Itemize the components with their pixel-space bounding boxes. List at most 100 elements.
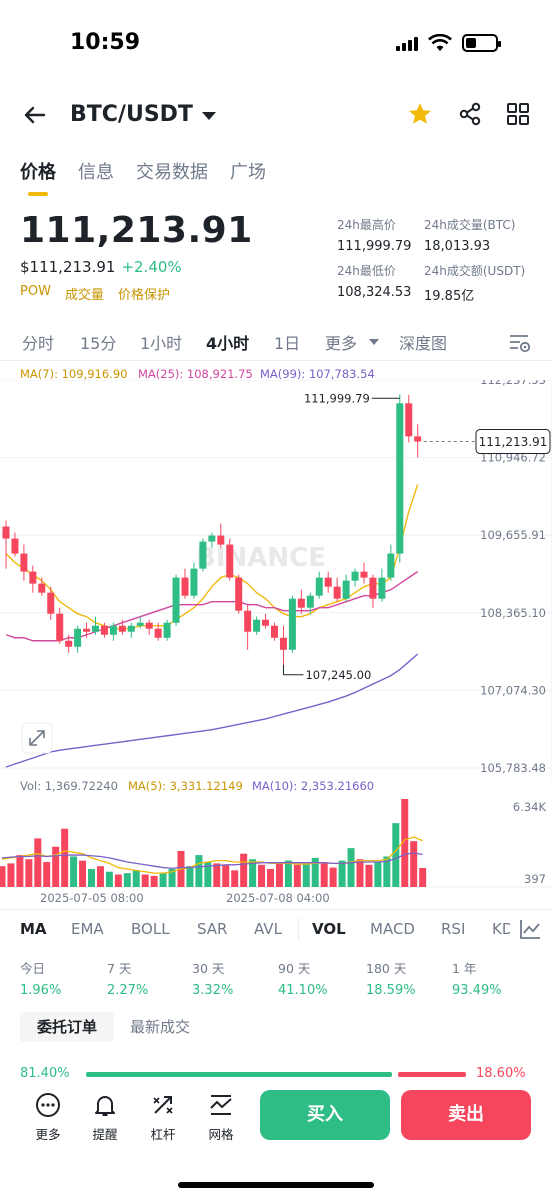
indicator-vol[interactable]: VOL: [312, 920, 346, 938]
interval-depth[interactable]: 深度图: [399, 334, 448, 353]
volume-bar: [70, 856, 78, 887]
tag-pow[interactable]: POW: [20, 284, 51, 299]
candle-body: [145, 622, 153, 629]
candle-body: [38, 583, 46, 593]
candle-body: [226, 544, 234, 578]
candle-body: [387, 553, 395, 578]
volume-bar: [16, 855, 24, 887]
share-icon[interactable]: [456, 100, 484, 128]
tab-latest-trades[interactable]: 最新成交: [130, 1018, 191, 1036]
candle-body: [297, 598, 305, 608]
volume-bar: [79, 860, 87, 887]
chart-settings-icon[interactable]: [508, 332, 532, 354]
candle-body: [172, 577, 180, 623]
indicator-ma[interactable]: MA: [20, 920, 47, 938]
volume-bar: [275, 862, 283, 887]
candlestick-chart[interactable]: BINANCE 112,237.53 110,946.72 109,655.91 108…: [0, 380, 552, 780]
indicator-boll[interactable]: BOLL: [131, 920, 170, 938]
divider: [0, 909, 552, 910]
stat-24h-volume-btc: 24h成交量(BTC) 18,013.93: [424, 216, 515, 254]
indicator-avl[interactable]: AVL: [254, 920, 282, 938]
candle-body: [2, 526, 10, 539]
indicator-kd[interactable]: KD: [492, 920, 510, 938]
volume-bar: [410, 841, 418, 887]
more-dots-icon: [36, 1093, 60, 1117]
interval-4h[interactable]: 4小时: [206, 334, 250, 353]
more-button[interactable]: 更多: [28, 1092, 68, 1143]
vol-ma10-line: [1, 852, 423, 869]
sell-button[interactable]: 卖出: [401, 1090, 531, 1140]
ma99-legend: MA(99): 107,783.54: [260, 367, 375, 381]
y-tick-label: 110,946.72: [480, 451, 546, 465]
more-caret-icon[interactable]: [369, 339, 379, 345]
ma7-legend: MA(7): 109,916.90: [20, 367, 128, 381]
pair-dropdown-icon[interactable]: [202, 112, 216, 120]
perf-label: 今日: [20, 961, 46, 976]
indicator-sar[interactable]: SAR: [197, 920, 228, 938]
grid-trading-button[interactable]: 网格: [201, 1092, 241, 1143]
leverage-icon: [153, 1096, 173, 1114]
alert-button[interactable]: 提醒: [85, 1092, 125, 1143]
perf-value: 93.49%: [452, 983, 502, 998]
candle-body: [342, 580, 350, 599]
volume-bar: [25, 859, 33, 887]
top-tabs: 价格 信息 交易数据 广场: [20, 158, 266, 196]
candle-body: [271, 625, 278, 638]
tag-price-protection[interactable]: 价格保护: [117, 288, 170, 303]
candle-body: [199, 541, 207, 569]
favorite-star-icon[interactable]: [406, 100, 434, 128]
volume-chart[interactable]: 6.34K 397 2025-07-05 08:00 2025-07-08 04:00: [0, 795, 552, 905]
perf-value: 18.59%: [366, 983, 416, 998]
grid-trading-icon: [210, 1095, 232, 1115]
volume-bar: [105, 871, 113, 887]
volume-bar: [195, 855, 203, 887]
tab-open-orders[interactable]: 委托订单: [20, 1012, 114, 1042]
vol-ma5-legend: MA(5): 3,331.12149: [128, 779, 243, 793]
interval-time-share[interactable]: 分时: [22, 334, 55, 353]
interval-1d[interactable]: 1日: [274, 334, 301, 353]
volume-bar: [401, 799, 409, 887]
candle-body: [83, 628, 91, 632]
tab-square[interactable]: 广场: [230, 162, 266, 183]
volume-bar: [204, 862, 212, 887]
buy-button[interactable]: 买入: [260, 1090, 390, 1140]
pair-header: BTC/USDT: [0, 92, 552, 142]
volume-bar: [114, 874, 122, 887]
tag-volume[interactable]: 成交量: [64, 288, 104, 303]
candle-body: [127, 625, 135, 632]
candle-body: [351, 571, 359, 581]
bottom-action-bar: 更多 提醒 杠杆 网格 买入 卖出: [0, 1086, 552, 1200]
divider: [0, 360, 552, 361]
interval-more[interactable]: 更多: [325, 334, 358, 353]
indicator-chart-icon[interactable]: [518, 918, 542, 940]
indicator-rsi[interactable]: RSI: [441, 920, 466, 938]
candle-body: [109, 625, 117, 635]
perf-value: 2.27%: [107, 983, 149, 998]
candle-body: [333, 586, 341, 599]
interval-1h[interactable]: 1小时: [140, 334, 183, 353]
tab-trading-data[interactable]: 交易数据: [136, 162, 208, 183]
tab-price[interactable]: 价格: [20, 158, 56, 196]
tab-info[interactable]: 信息: [78, 162, 114, 183]
volume-bar: [43, 862, 51, 887]
candle-body: [163, 622, 171, 638]
volume-bar: [61, 828, 69, 887]
change-percent: +2.40%: [121, 258, 182, 276]
volume-bar: [7, 863, 15, 887]
last-price: 111,213.91: [20, 210, 253, 251]
buy-ratio: 81.40%: [20, 1066, 70, 1081]
volume-bar: [267, 868, 274, 887]
margin-button[interactable]: 杠杆: [143, 1092, 183, 1143]
grid-menu-icon[interactable]: [504, 100, 532, 128]
volume-bar: [141, 874, 149, 887]
vol-ma10-legend: MA(10): 2,353.21660: [252, 779, 375, 793]
y-tick-label: 112,237.53: [480, 380, 546, 387]
perf-30d: 30 天 3.32%: [192, 958, 233, 998]
indicator-ema[interactable]: EMA: [71, 920, 104, 938]
interval-15m[interactable]: 15分: [80, 334, 117, 353]
volume-bar: [186, 866, 194, 887]
margin-label: 杠杆: [150, 1127, 176, 1142]
back-arrow-icon[interactable]: [20, 100, 50, 130]
indicator-macd[interactable]: MACD: [370, 920, 415, 938]
pair-title[interactable]: BTC/USDT: [70, 102, 193, 127]
